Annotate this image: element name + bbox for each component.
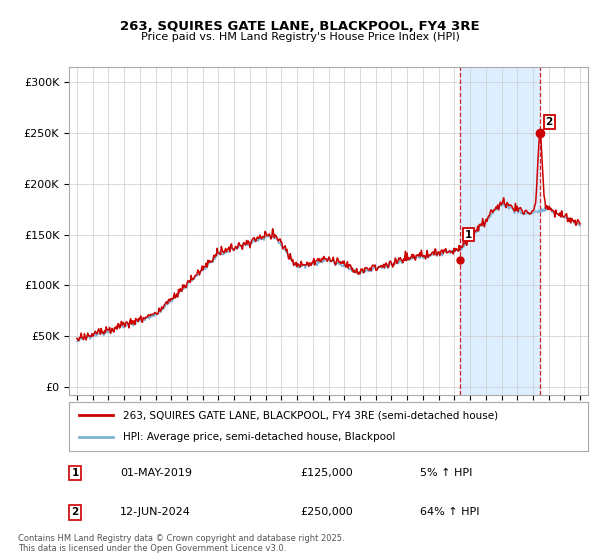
Text: 64% ↑ HPI: 64% ↑ HPI <box>420 507 479 517</box>
Text: 1: 1 <box>465 230 472 240</box>
Text: 2: 2 <box>545 117 553 127</box>
Text: 1: 1 <box>71 468 79 478</box>
Text: 01-MAY-2019: 01-MAY-2019 <box>120 468 192 478</box>
Text: 263, SQUIRES GATE LANE, BLACKPOOL, FY4 3RE (semi-detached house): 263, SQUIRES GATE LANE, BLACKPOOL, FY4 3… <box>124 410 499 421</box>
Text: 2: 2 <box>71 507 79 517</box>
Text: 263, SQUIRES GATE LANE, BLACKPOOL, FY4 3RE: 263, SQUIRES GATE LANE, BLACKPOOL, FY4 3… <box>120 20 480 32</box>
Text: HPI: Average price, semi-detached house, Blackpool: HPI: Average price, semi-detached house,… <box>124 432 396 442</box>
Text: £250,000: £250,000 <box>300 507 353 517</box>
Text: Contains HM Land Registry data © Crown copyright and database right 2025.
This d: Contains HM Land Registry data © Crown c… <box>18 534 344 553</box>
Text: 12-JUN-2024: 12-JUN-2024 <box>120 507 191 517</box>
Text: £125,000: £125,000 <box>300 468 353 478</box>
Text: 5% ↑ HPI: 5% ↑ HPI <box>420 468 472 478</box>
Text: Price paid vs. HM Land Registry's House Price Index (HPI): Price paid vs. HM Land Registry's House … <box>140 32 460 43</box>
Bar <box>460 67 540 395</box>
